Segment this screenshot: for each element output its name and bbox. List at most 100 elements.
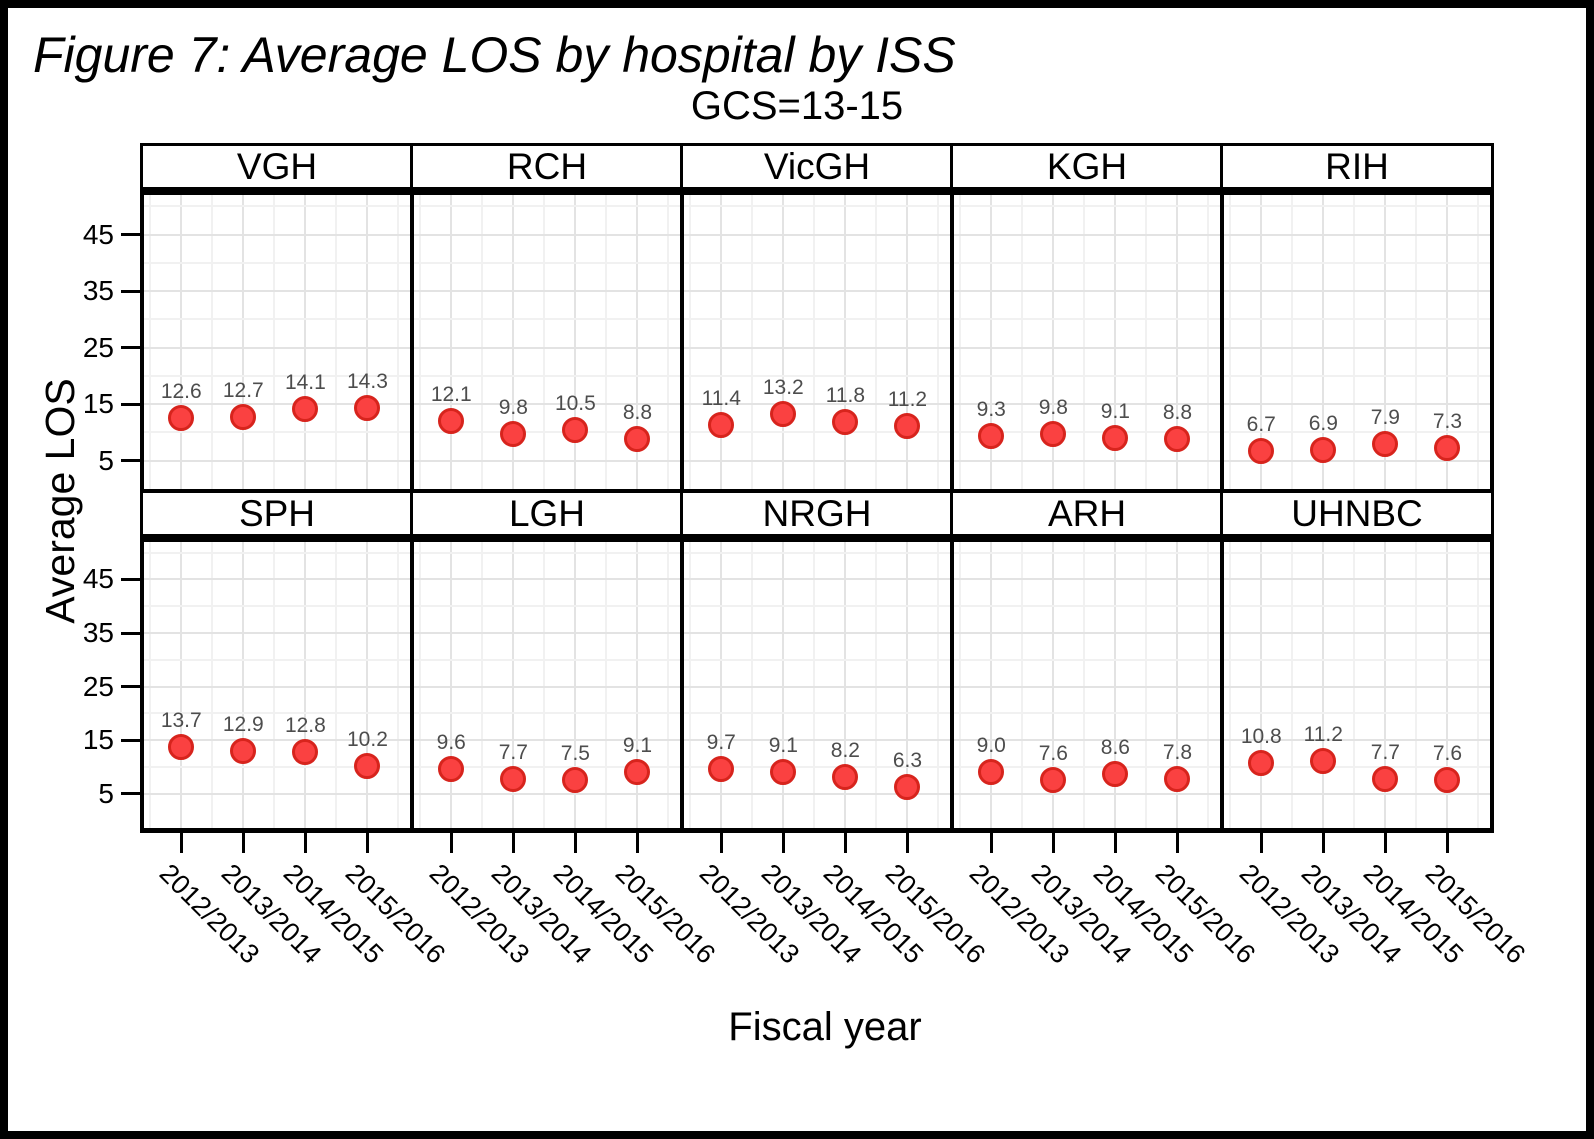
gridline — [574, 195, 577, 489]
gridline — [1224, 658, 1490, 661]
x-tick — [573, 833, 577, 853]
point-value-label: 8.8 — [622, 401, 653, 425]
gridline — [954, 739, 1220, 742]
gridline — [1446, 542, 1449, 828]
data-point — [168, 734, 195, 761]
gridline — [684, 658, 950, 661]
gridline — [782, 195, 785, 489]
data-point — [624, 426, 651, 453]
gridline — [684, 233, 950, 236]
data-point — [1164, 765, 1191, 792]
gridline — [144, 233, 410, 236]
gridline — [450, 542, 453, 828]
gridline — [414, 374, 680, 377]
gridline — [144, 318, 410, 321]
facet-strip-label: LGH — [508, 492, 586, 534]
point-value-label: 14.1 — [284, 371, 326, 395]
gridline — [144, 765, 410, 768]
y-tick-label: 15 — [82, 388, 114, 420]
y-tick-label: 5 — [98, 777, 114, 809]
point-value-label: 11.8 — [825, 384, 866, 408]
gridline — [1207, 542, 1210, 828]
gridline — [481, 195, 484, 489]
y-tick — [121, 738, 140, 742]
gridline — [414, 632, 680, 635]
gridline — [1384, 195, 1387, 489]
gridline — [954, 765, 1220, 768]
gridline — [1477, 542, 1480, 828]
facet-strip-label: KGH — [1046, 145, 1128, 187]
data-point — [500, 420, 527, 447]
gridline — [684, 632, 950, 635]
data-point — [1102, 761, 1129, 788]
gridline — [335, 195, 338, 489]
gridline — [414, 318, 680, 321]
gridline — [1224, 261, 1490, 264]
panel-plot-area: 10.8 11.2 7.7 7.6 — [1224, 542, 1490, 828]
gridline — [543, 542, 546, 828]
gridline — [144, 459, 410, 462]
data-point — [978, 759, 1005, 786]
point-value-label: 9.6 — [436, 731, 466, 755]
gridline — [304, 542, 307, 828]
y-tick — [121, 685, 140, 689]
gridline — [684, 765, 950, 768]
point-value-label: 7.9 — [1370, 406, 1400, 430]
gridline — [1176, 195, 1179, 489]
gridline — [684, 261, 950, 264]
facet-strip-uhnbc: UHNBC — [1220, 490, 1494, 537]
gridline — [1224, 318, 1490, 321]
gridline — [1224, 765, 1490, 768]
x-tick — [1051, 833, 1055, 853]
gridline — [1114, 195, 1117, 489]
gridline — [414, 346, 680, 349]
point-value-label: 11.2 — [1303, 722, 1343, 746]
gridline — [689, 195, 692, 489]
gridline — [211, 542, 214, 828]
data-point — [1040, 420, 1067, 447]
panel-plot-area: 12.6 12.7 14.1 14.3 — [144, 195, 410, 489]
point-value-label: 9.8 — [498, 395, 528, 419]
gridline — [1207, 195, 1210, 489]
gridline — [144, 205, 410, 208]
gridline — [684, 431, 950, 434]
gridline — [574, 542, 577, 828]
data-point — [894, 412, 921, 439]
facet-panel-vgh: 12.6 12.7 14.1 14.3 — [140, 190, 414, 494]
facet-strip-vgh: VGH — [140, 143, 414, 190]
facet-strip-label: RIH — [1325, 145, 1389, 187]
gridline — [414, 261, 680, 264]
x-tick — [449, 833, 453, 853]
gridline — [144, 658, 410, 661]
point-value-label: 8.8 — [1162, 401, 1193, 425]
y-tick — [121, 402, 140, 406]
data-point — [168, 404, 195, 431]
panel-plot-area: 12.1 9.8 10.5 8.8 — [414, 195, 680, 489]
data-point — [832, 763, 859, 790]
gridline — [636, 195, 639, 489]
point-value-label: 12.9 — [222, 713, 264, 737]
point-value-label: 9.1 — [768, 733, 798, 757]
gridline — [684, 792, 950, 795]
gridline — [1224, 459, 1490, 462]
gridline — [144, 792, 410, 795]
gridline — [954, 658, 1220, 661]
gridline — [1415, 195, 1418, 489]
gridline — [684, 605, 950, 608]
gridline — [937, 542, 940, 828]
data-point — [354, 752, 381, 779]
gridline — [1224, 233, 1490, 236]
gridline — [1224, 739, 1490, 742]
facet-panel-lgh: 9.6 7.7 7.5 9.1 — [410, 537, 684, 833]
panel-plot-area: 9.3 9.8 9.1 8.8 — [954, 195, 1220, 489]
data-point — [708, 755, 735, 782]
gridline — [605, 542, 608, 828]
point-value-label: 7.8 — [1162, 740, 1193, 764]
gridline — [1446, 195, 1449, 489]
data-point — [978, 423, 1005, 450]
facet-panel-arh: 9.0 7.6 8.6 7.8 — [950, 537, 1224, 833]
data-point — [708, 411, 735, 438]
data-point — [1434, 766, 1461, 793]
gridline — [1322, 542, 1325, 828]
